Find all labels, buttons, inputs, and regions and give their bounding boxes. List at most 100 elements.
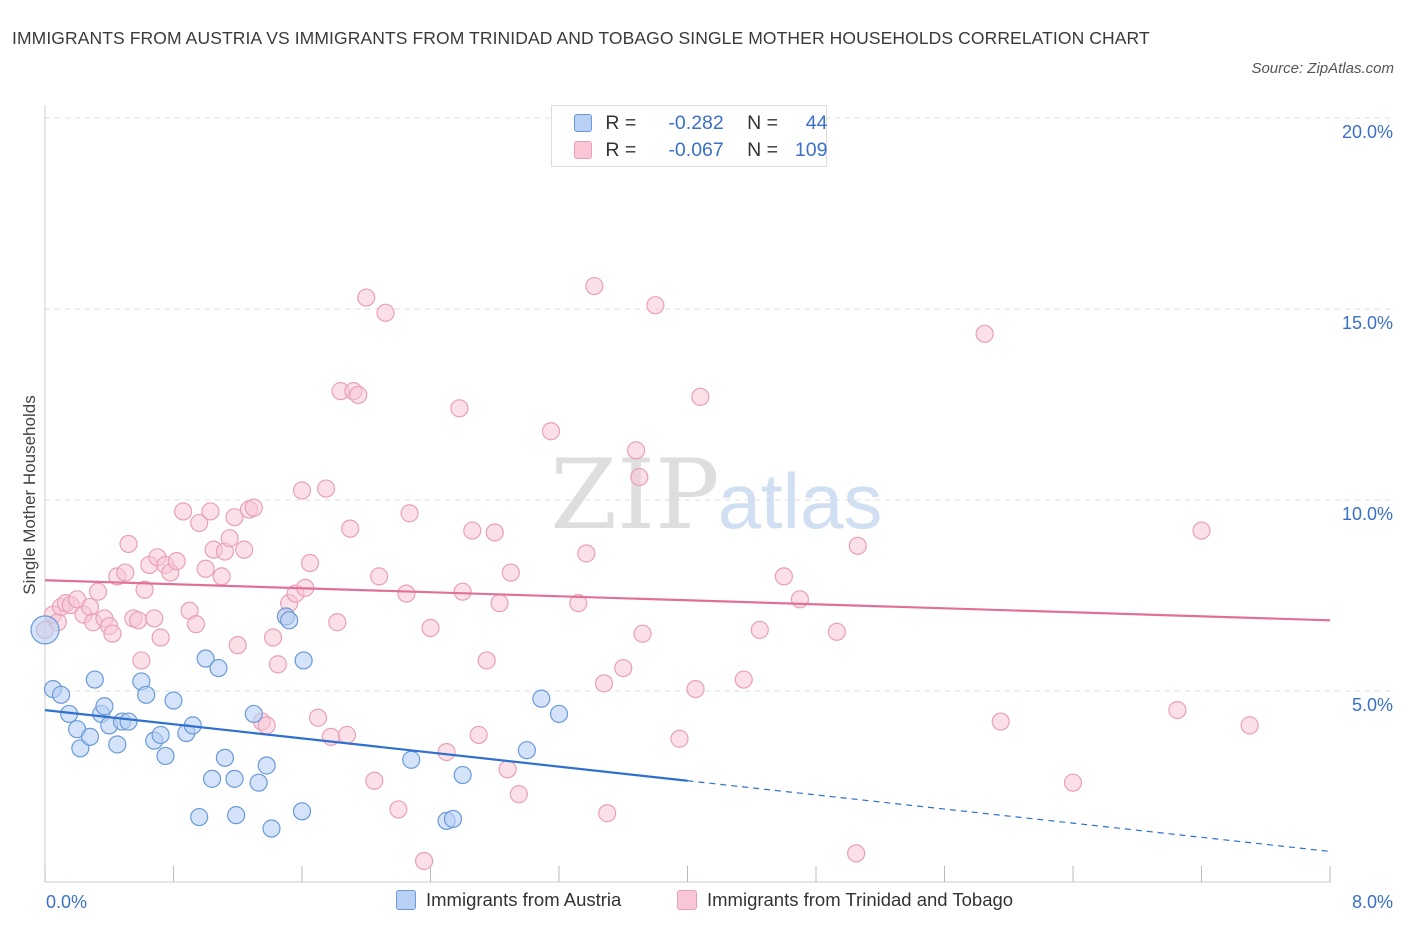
chart-title: IMMIGRANTS FROM AUSTRIA VS IMMIGRANTS FR…: [12, 28, 1150, 48]
data-point-austria: [108, 735, 127, 754]
data-point-tt: [750, 620, 769, 639]
data-point-tt: [437, 743, 456, 762]
austria-legend-swatch: [396, 890, 416, 910]
n-label: N =: [747, 139, 779, 161]
data-point-tt: [670, 729, 689, 748]
data-point-tt: [614, 658, 633, 678]
data-point-tt: [450, 399, 469, 418]
data-point-austria: [443, 809, 463, 829]
data-point-tt: [151, 628, 170, 647]
data-point-tt: [397, 584, 416, 603]
data-point-tt: [626, 441, 646, 460]
watermark: ZIP atlas: [550, 439, 882, 551]
data-point-tt: [827, 622, 846, 641]
data-point-austria: [151, 725, 170, 745]
data-point-tt: [337, 725, 357, 745]
data-point-tt: [414, 851, 434, 871]
data-point-tt: [477, 651, 496, 670]
data-point-tt: [228, 636, 247, 655]
data-point-tt: [1168, 700, 1187, 720]
data-point-tt: [485, 523, 504, 542]
y-tick-label: 15.0%: [1342, 313, 1393, 333]
data-point-austria: [517, 741, 536, 760]
series-trinidad-tobago: [35, 276, 1259, 871]
y-tick-label: 5.0%: [1352, 695, 1393, 715]
legend-label-trinidad-tobago: Immigrants from Trinidad and Tobago: [707, 889, 1014, 910]
data-point-tt: [220, 529, 239, 548]
data-point-tt: [135, 580, 154, 599]
data-point-tt: [569, 594, 588, 613]
stats-legend: R = -0.282 N = 44 R = -0.067 N = 109: [551, 105, 827, 167]
data-point-tt: [116, 563, 135, 582]
data-point-tt: [848, 536, 867, 555]
legend-item-trinidad-tobago[interactable]: Immigrants from Trinidad and Tobago: [677, 889, 1013, 911]
r-label: R =: [605, 139, 637, 161]
data-point-tt: [316, 479, 336, 498]
x-tick-label: 0.0%: [46, 892, 87, 912]
data-point-tt: [646, 296, 665, 315]
axes: [44, 105, 1331, 883]
gridlines: [45, 117, 1395, 692]
trend-line-austria-extension: [687, 780, 1331, 853]
data-point-austria: [244, 704, 263, 724]
data-point-tt: [186, 615, 206, 634]
y-tick-label: 20.0%: [1342, 122, 1393, 142]
data-point-tt: [774, 567, 793, 586]
data-point-austria: [280, 611, 299, 630]
data-point-tt: [577, 544, 596, 563]
data-point-tt: [119, 534, 138, 554]
data-point-tt: [308, 708, 328, 727]
data-point-tt: [365, 771, 384, 790]
data-point-tt: [1063, 773, 1083, 792]
data-point-tt: [174, 502, 193, 521]
data-point-tt: [190, 513, 209, 533]
data-point-tt: [734, 670, 753, 689]
data-point-tt: [633, 624, 652, 643]
stats-row-austria: R = -0.282 N = 44: [574, 112, 827, 138]
data-point-tt: [847, 844, 866, 863]
data-point-tt: [88, 582, 108, 601]
data-point-austria: [453, 765, 472, 785]
legend-item-austria[interactable]: Immigrants from Austria: [396, 889, 621, 911]
data-point-austria: [196, 649, 215, 668]
data-point-tt: [453, 582, 472, 601]
data-point-austria: [164, 691, 183, 710]
data-point-tt: [263, 628, 283, 647]
data-point-tt: [196, 559, 215, 578]
data-point-austria: [225, 769, 244, 788]
data-point-tt: [501, 563, 520, 582]
data-point-tt: [292, 481, 312, 500]
data-point-austria: [85, 670, 104, 689]
data-point-tt: [132, 651, 151, 670]
data-point-austria: [249, 773, 268, 792]
tt-swatch: [574, 141, 592, 159]
data-point-tt: [630, 467, 649, 487]
r-value: -0.282: [668, 112, 724, 134]
data-point-tt: [376, 303, 395, 322]
data-point-tt: [686, 679, 705, 699]
data-point-austria: [209, 658, 228, 678]
data-point-tt: [341, 519, 360, 538]
data-point-tt: [349, 385, 368, 405]
data-point-tt: [235, 540, 254, 559]
data-point-tt: [594, 674, 614, 693]
data-point-tt: [463, 521, 482, 540]
tick-labels: 5.0% 10.0% 15.0% 20.0% 0.0% 8.0%: [46, 122, 1393, 912]
data-point-austria: [215, 748, 234, 767]
data-point-austria: [190, 807, 209, 827]
data-point-tt: [509, 785, 528, 804]
data-point-tt: [167, 552, 186, 571]
data-point-austria: [549, 704, 569, 724]
x-tick-label: 8.0%: [1352, 892, 1393, 912]
data-point-austria: [30, 615, 60, 645]
data-point-tt: [790, 590, 810, 609]
data-point-austria: [294, 651, 313, 670]
data-point-austria: [292, 802, 312, 821]
data-point-austria: [532, 689, 551, 708]
data-point-tt: [991, 712, 1010, 731]
r-label: R =: [605, 112, 637, 134]
data-point-tt: [598, 804, 617, 823]
data-point-tt: [1192, 521, 1211, 540]
data-point-tt: [400, 504, 419, 523]
